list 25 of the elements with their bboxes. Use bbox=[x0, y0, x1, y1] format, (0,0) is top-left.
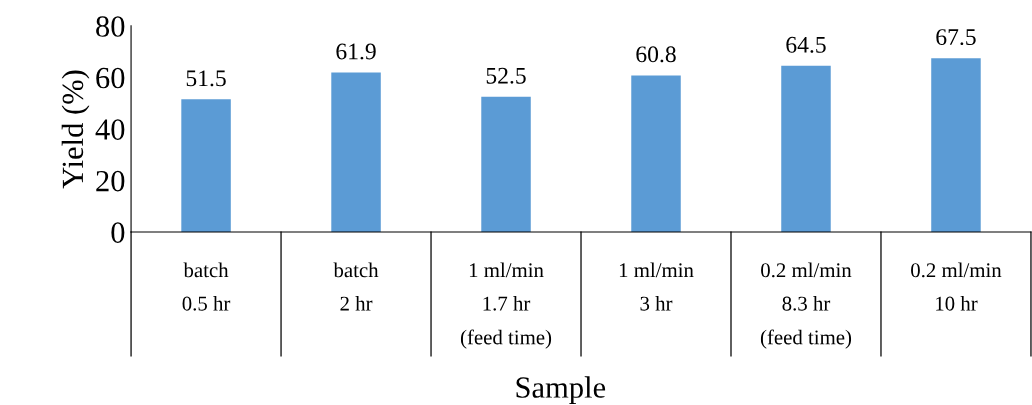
x-tick-label: 0.2 ml/min 8.3 hr (feed time) bbox=[760, 262, 852, 349]
x-tick-label: batch 2 hr bbox=[333, 262, 379, 311]
data-label: 60.8 bbox=[636, 46, 676, 63]
x-tick-label: 0.2 ml/min 10 hr bbox=[911, 262, 1002, 311]
bar bbox=[781, 65, 831, 233]
x-tick-label: 1 ml/min 3 hr bbox=[619, 262, 694, 311]
data-label: 51.5 bbox=[186, 70, 226, 87]
y-tick-label: 40 bbox=[95, 119, 125, 140]
y-tick-label: 80 bbox=[96, 16, 125, 37]
x-tick-label: batch 0.5 hr bbox=[182, 262, 231, 311]
data-label: 67.5 bbox=[936, 29, 976, 46]
bar bbox=[181, 99, 231, 233]
y-tick-label: 0 bbox=[111, 222, 125, 243]
bar bbox=[331, 72, 381, 233]
data-label: 61.9 bbox=[336, 43, 376, 60]
data-label: 52.5 bbox=[486, 67, 526, 84]
bar bbox=[481, 96, 531, 233]
bar bbox=[931, 58, 981, 233]
bar bbox=[631, 75, 681, 233]
data-label: 64.5 bbox=[786, 36, 826, 53]
y-tick-label: 20 bbox=[96, 170, 125, 192]
y-axis-title: Yield (%) bbox=[61, 70, 90, 189]
x-axis-title: Sample bbox=[516, 376, 606, 405]
x-tick-label: 1 ml/min 1.7 hr (feed time) bbox=[460, 262, 552, 349]
y-tick-label: 60 bbox=[96, 67, 125, 89]
